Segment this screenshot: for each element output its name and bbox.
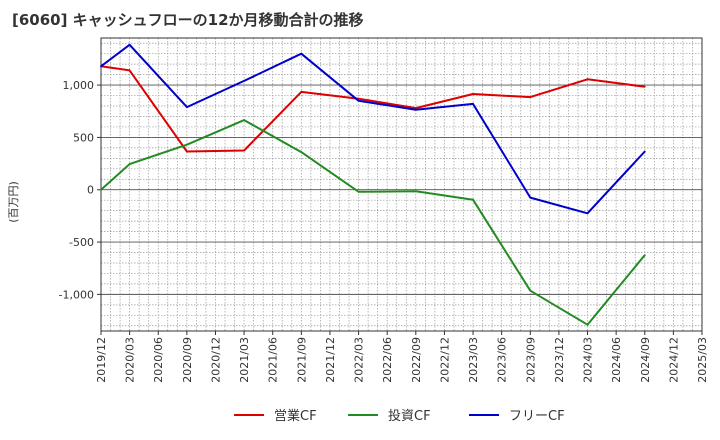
series-lines bbox=[100, 43, 646, 326]
data-point bbox=[243, 80, 245, 82]
data-point bbox=[100, 65, 102, 68]
data-point bbox=[357, 190, 360, 193]
y-tick-labels: 1,000 500 0 -500 -1,000 bbox=[59, 79, 101, 301]
x-tick-label: 2021/03 bbox=[238, 337, 251, 383]
x-tick-label: 2021/06 bbox=[267, 337, 280, 383]
data-point bbox=[100, 188, 102, 191]
data-point bbox=[300, 90, 303, 93]
x-tick-label: 2022/06 bbox=[381, 337, 394, 383]
x-tick-label: 2020/12 bbox=[209, 337, 222, 383]
data-point bbox=[300, 52, 303, 55]
data-point bbox=[643, 85, 646, 88]
x-tick-label: 2022/09 bbox=[410, 337, 423, 383]
series-line-1 bbox=[100, 65, 645, 153]
legend: 営業CF 投資CF フリーCF bbox=[234, 408, 565, 424]
legend-label-3: フリーCF bbox=[509, 409, 565, 424]
x-tick-label: 2023/12 bbox=[553, 337, 566, 383]
y-tick-label: -1,000 bbox=[59, 288, 94, 301]
y-tick-label: 0 bbox=[87, 184, 94, 197]
y-tick-label: 500 bbox=[73, 131, 94, 144]
data-point bbox=[243, 149, 245, 152]
y-tick-label: 1,000 bbox=[63, 79, 95, 92]
data-point bbox=[529, 196, 532, 199]
data-point bbox=[185, 106, 188, 108]
x-tick-label: 2020/03 bbox=[124, 337, 137, 383]
y-axis-label: (百万円) bbox=[7, 181, 20, 223]
x-tick-label: 2023/09 bbox=[524, 337, 537, 383]
x-tick-label: 2023/06 bbox=[496, 337, 509, 383]
data-point bbox=[300, 151, 303, 153]
data-point bbox=[586, 212, 589, 215]
x-tick-label: 2024/06 bbox=[610, 337, 623, 383]
y-tick-label: -500 bbox=[69, 236, 94, 249]
data-point bbox=[529, 96, 532, 99]
x-tick-label: 2020/09 bbox=[181, 337, 194, 383]
x-tick-label: 2021/09 bbox=[295, 337, 308, 383]
data-point bbox=[128, 163, 131, 165]
x-tick-label: 2020/06 bbox=[152, 337, 165, 383]
data-point bbox=[128, 69, 131, 72]
data-point bbox=[472, 93, 474, 95]
data-point bbox=[414, 190, 417, 193]
x-tick-label: 2022/03 bbox=[353, 337, 366, 383]
x-tick-label: 2024/12 bbox=[667, 337, 680, 383]
data-point bbox=[357, 99, 360, 102]
legend-label-2: 投資CF bbox=[388, 408, 431, 424]
data-point bbox=[643, 254, 646, 257]
chart-title: [6060] キャッシュフローの12か月移動合計の推移 bbox=[12, 11, 364, 29]
data-point bbox=[586, 323, 589, 326]
x-tick-label: 2024/09 bbox=[639, 337, 652, 383]
x-tick-label: 2023/03 bbox=[467, 337, 480, 383]
x-tick-label: 2024/03 bbox=[582, 337, 595, 383]
series-line-3 bbox=[100, 43, 646, 215]
grid-lines bbox=[100, 38, 703, 331]
x-tick-label: 2022/12 bbox=[438, 337, 451, 383]
legend-label-1: 営業CF bbox=[274, 408, 317, 424]
x-tick-label: 2025/03 bbox=[696, 337, 709, 383]
axes bbox=[100, 37, 703, 332]
data-point bbox=[185, 150, 188, 153]
data-point bbox=[243, 119, 245, 122]
data-point bbox=[529, 289, 532, 292]
x-tick-label: 2019/12 bbox=[95, 337, 108, 383]
data-point bbox=[185, 143, 188, 146]
data-point bbox=[414, 107, 417, 110]
data-point bbox=[643, 150, 646, 153]
data-point bbox=[128, 43, 131, 46]
data-point bbox=[472, 198, 474, 201]
x-tick-label: 2021/12 bbox=[324, 337, 337, 383]
data-point bbox=[414, 108, 417, 111]
x-tick-labels: 2019/12 2020/03 2020/06 2020/09 2020/12 2021/… bbox=[95, 331, 709, 383]
data-point bbox=[586, 78, 589, 81]
data-point bbox=[472, 103, 474, 105]
plot-frame bbox=[100, 37, 703, 332]
